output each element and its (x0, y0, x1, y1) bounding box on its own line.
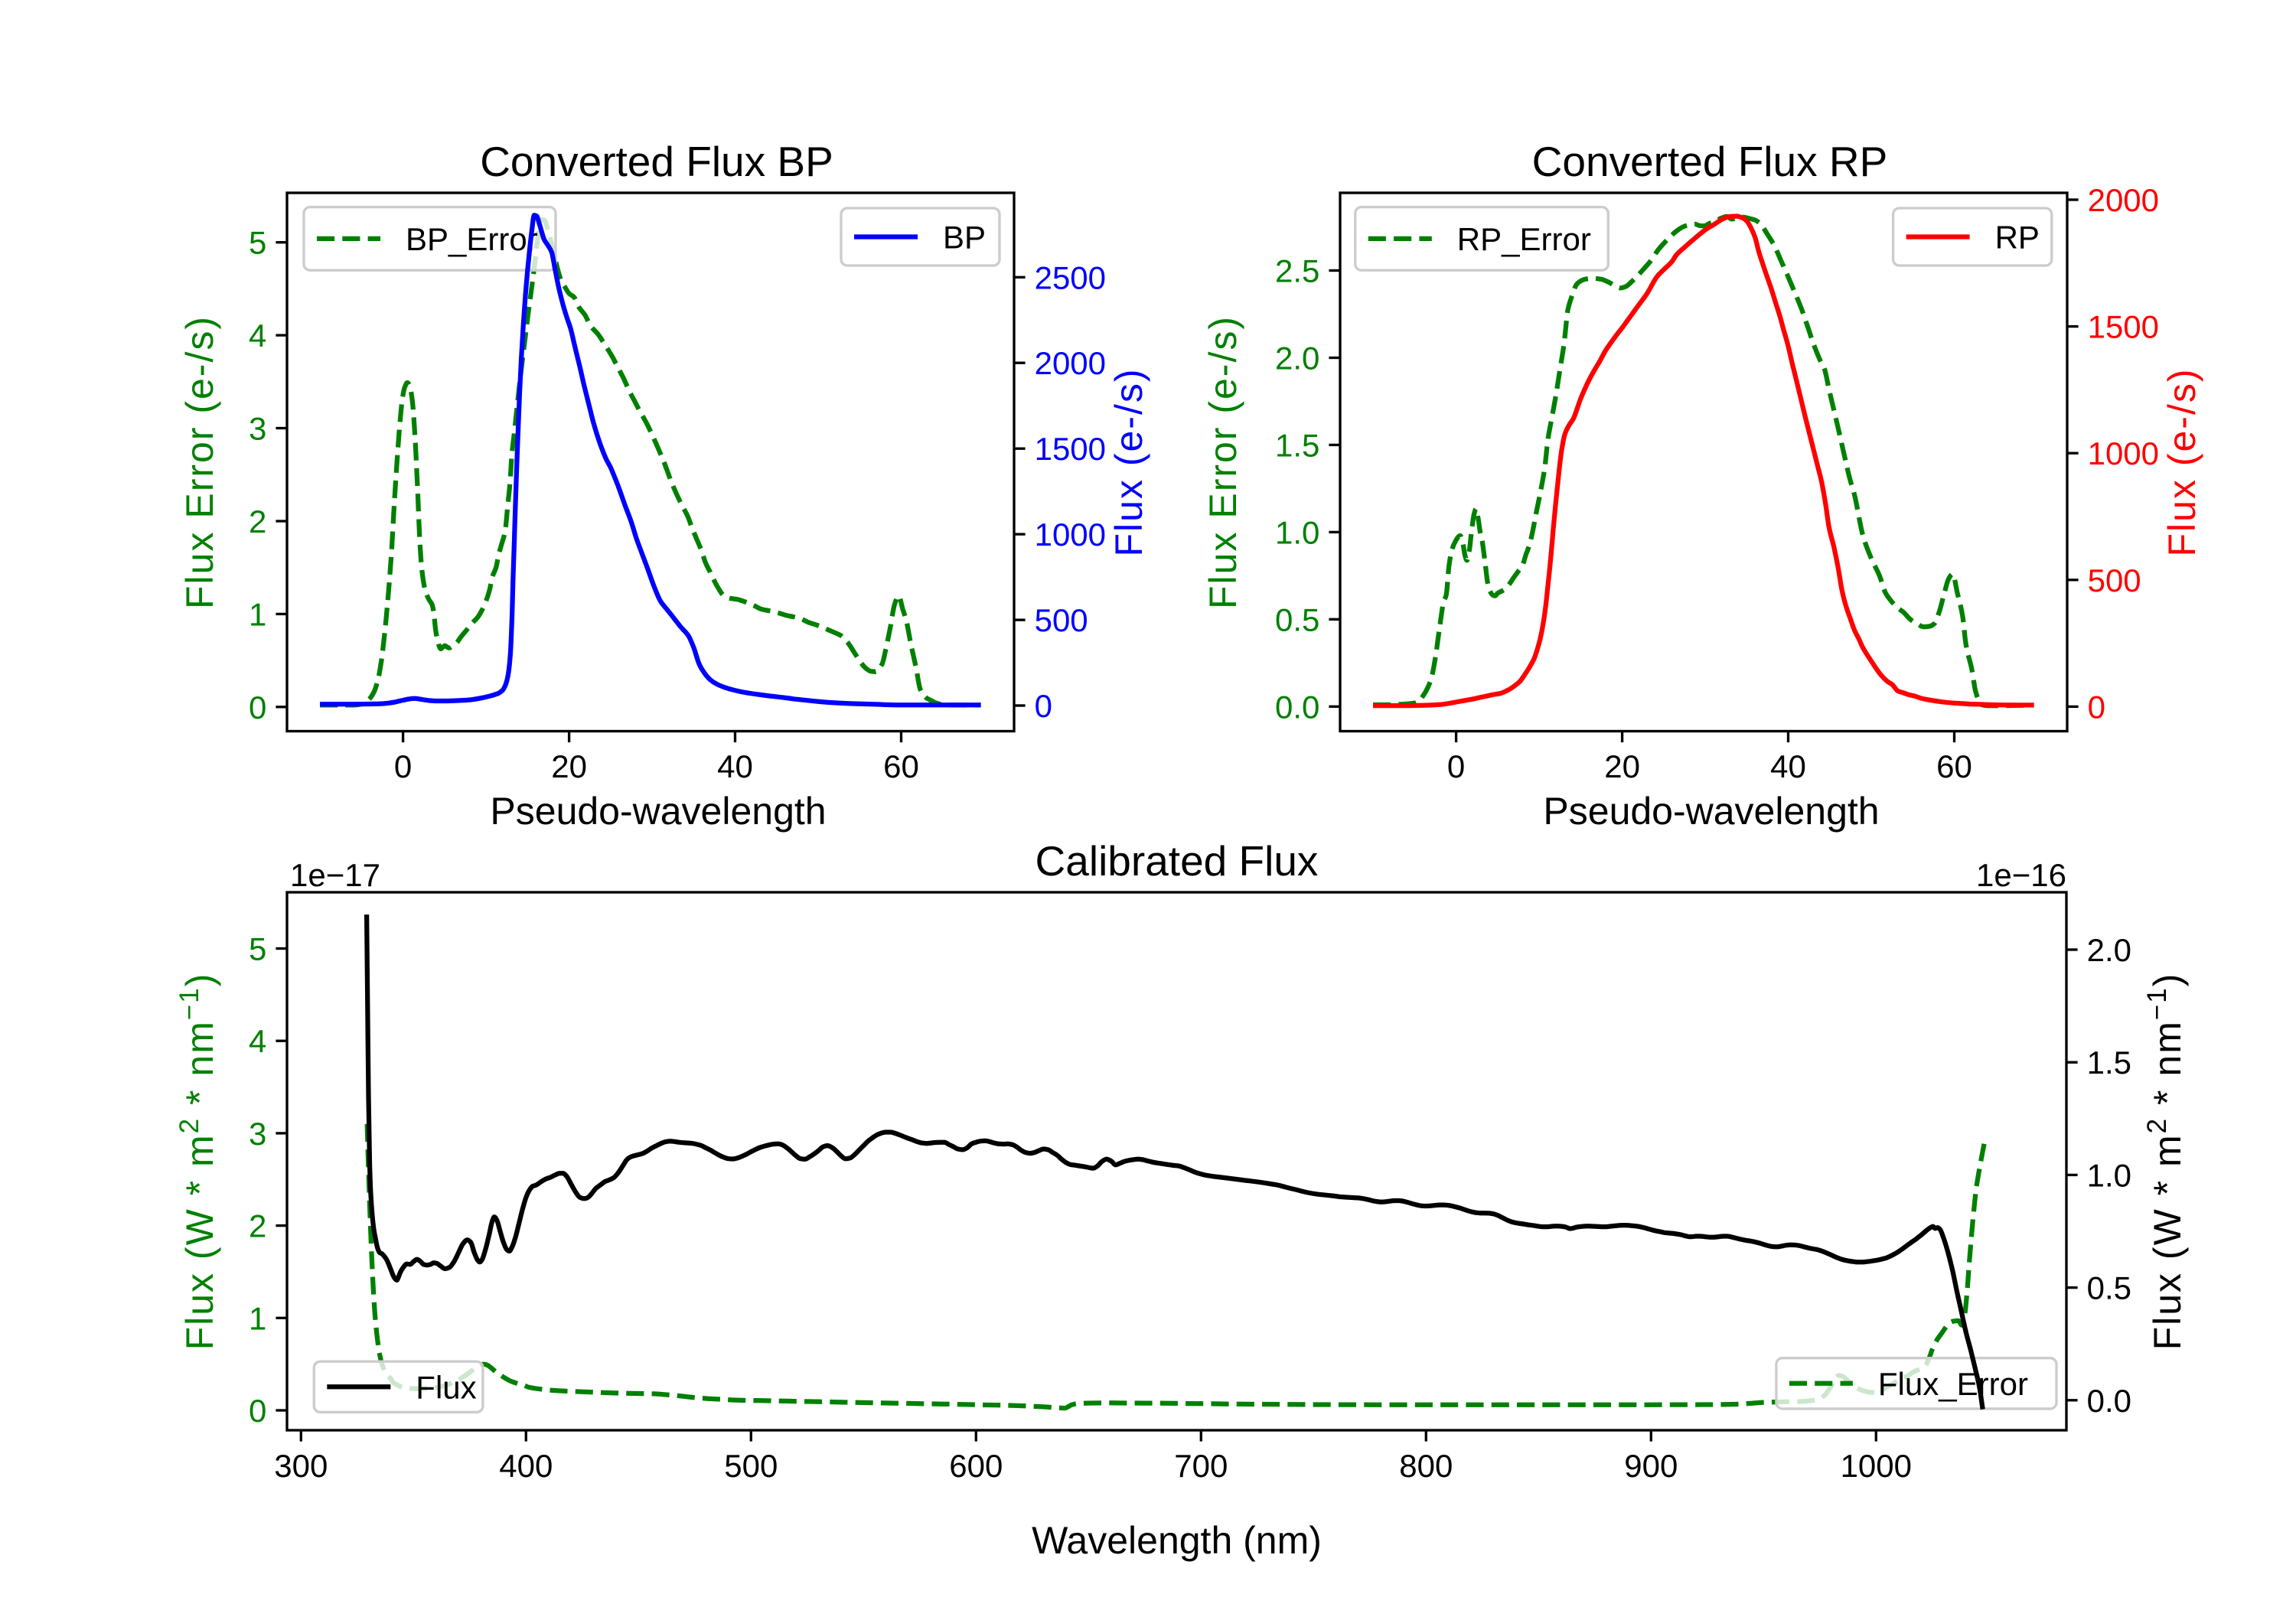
svg-text:RP: RP (1995, 220, 2040, 256)
svg-text:1.5: 1.5 (1275, 427, 1319, 463)
svg-text:900: 900 (1624, 1448, 1678, 1484)
svg-text:0: 0 (1035, 688, 1052, 724)
svg-text:1e−17: 1e−17 (290, 857, 380, 893)
svg-text:60: 60 (883, 748, 919, 784)
svg-text:800: 800 (1399, 1448, 1453, 1484)
svg-text:400: 400 (499, 1448, 553, 1484)
svg-text:1000: 1000 (2088, 435, 2159, 471)
svg-text:Converted Flux BP: Converted Flux BP (480, 138, 833, 185)
svg-text:1500: 1500 (2088, 309, 2159, 345)
svg-text:3: 3 (249, 1116, 266, 1152)
svg-text:500: 500 (1035, 602, 1088, 638)
svg-text:1e−16: 1e−16 (1976, 857, 2066, 893)
svg-text:Flux: Flux (416, 1369, 476, 1405)
svg-text:1000: 1000 (1841, 1448, 1912, 1484)
svg-text:2000: 2000 (2088, 182, 2159, 218)
svg-text:1.5: 1.5 (2087, 1045, 2131, 1081)
svg-text:5: 5 (249, 931, 266, 967)
svg-text:1.0: 1.0 (1275, 514, 1319, 550)
svg-text:Flux (e-/s): Flux (e-/s) (1107, 368, 1150, 557)
svg-text:4: 4 (249, 318, 266, 354)
svg-text:Calibrated Flux: Calibrated Flux (1035, 837, 1319, 885)
svg-text:500: 500 (724, 1448, 778, 1484)
svg-text:Wavelength (nm): Wavelength (nm) (1032, 1519, 1322, 1562)
svg-text:0.5: 0.5 (2087, 1270, 2131, 1306)
svg-text:2.0: 2.0 (1275, 341, 1319, 376)
svg-text:Flux (W * m2 * nm−1): Flux (W * m2 * nm−1) (174, 973, 222, 1351)
svg-text:BP: BP (943, 220, 986, 256)
svg-text:Flux (e-/s): Flux (e-/s) (2161, 368, 2203, 557)
svg-text:0: 0 (249, 1393, 266, 1429)
svg-text:0: 0 (2088, 689, 2105, 725)
svg-text:1: 1 (249, 596, 266, 632)
svg-text:BP_Error: BP_Error (406, 221, 538, 257)
svg-text:Pseudo-wavelength: Pseudo-wavelength (1543, 790, 1879, 833)
svg-text:2.5: 2.5 (1275, 253, 1319, 289)
svg-text:2: 2 (249, 504, 266, 539)
svg-text:20: 20 (1604, 748, 1640, 784)
svg-text:0: 0 (394, 748, 412, 784)
svg-text:500: 500 (2088, 562, 2141, 598)
svg-text:1500: 1500 (1035, 431, 1106, 467)
svg-text:0: 0 (249, 689, 266, 725)
svg-text:40: 40 (1770, 748, 1806, 784)
svg-text:Pseudo-wavelength: Pseudo-wavelength (490, 790, 826, 833)
svg-text:0.0: 0.0 (2087, 1383, 2131, 1419)
svg-text:Flux_Error: Flux_Error (1878, 1366, 2028, 1402)
svg-text:1.0: 1.0 (2087, 1157, 2131, 1193)
svg-text:Converted Flux RP: Converted Flux RP (1532, 138, 1888, 185)
svg-text:2.0: 2.0 (2087, 932, 2131, 968)
svg-text:40: 40 (717, 748, 753, 784)
svg-text:1000: 1000 (1035, 517, 1106, 553)
svg-text:Flux (W * m2 * nm−1): Flux (W * m2 * nm−1) (2142, 973, 2190, 1351)
svg-text:600: 600 (949, 1448, 1003, 1484)
svg-text:2500: 2500 (1035, 259, 1106, 295)
svg-text:4: 4 (249, 1023, 266, 1059)
svg-text:1: 1 (249, 1300, 266, 1336)
svg-text:2: 2 (249, 1208, 266, 1244)
svg-text:60: 60 (1936, 748, 1972, 784)
svg-text:Flux Error (e-/s): Flux Error (e-/s) (1202, 315, 1244, 609)
svg-text:Flux Error (e-/s): Flux Error (e-/s) (178, 315, 221, 609)
svg-text:0.0: 0.0 (1275, 689, 1319, 725)
svg-text:0.5: 0.5 (1275, 601, 1319, 637)
svg-text:20: 20 (551, 748, 587, 784)
svg-text:2000: 2000 (1035, 345, 1106, 381)
svg-text:5: 5 (249, 225, 266, 261)
svg-text:3: 3 (249, 411, 266, 447)
svg-text:0: 0 (1447, 748, 1465, 784)
svg-text:RP_Error: RP_Error (1457, 221, 1591, 257)
svg-text:700: 700 (1174, 1448, 1228, 1484)
svg-text:300: 300 (274, 1448, 328, 1484)
